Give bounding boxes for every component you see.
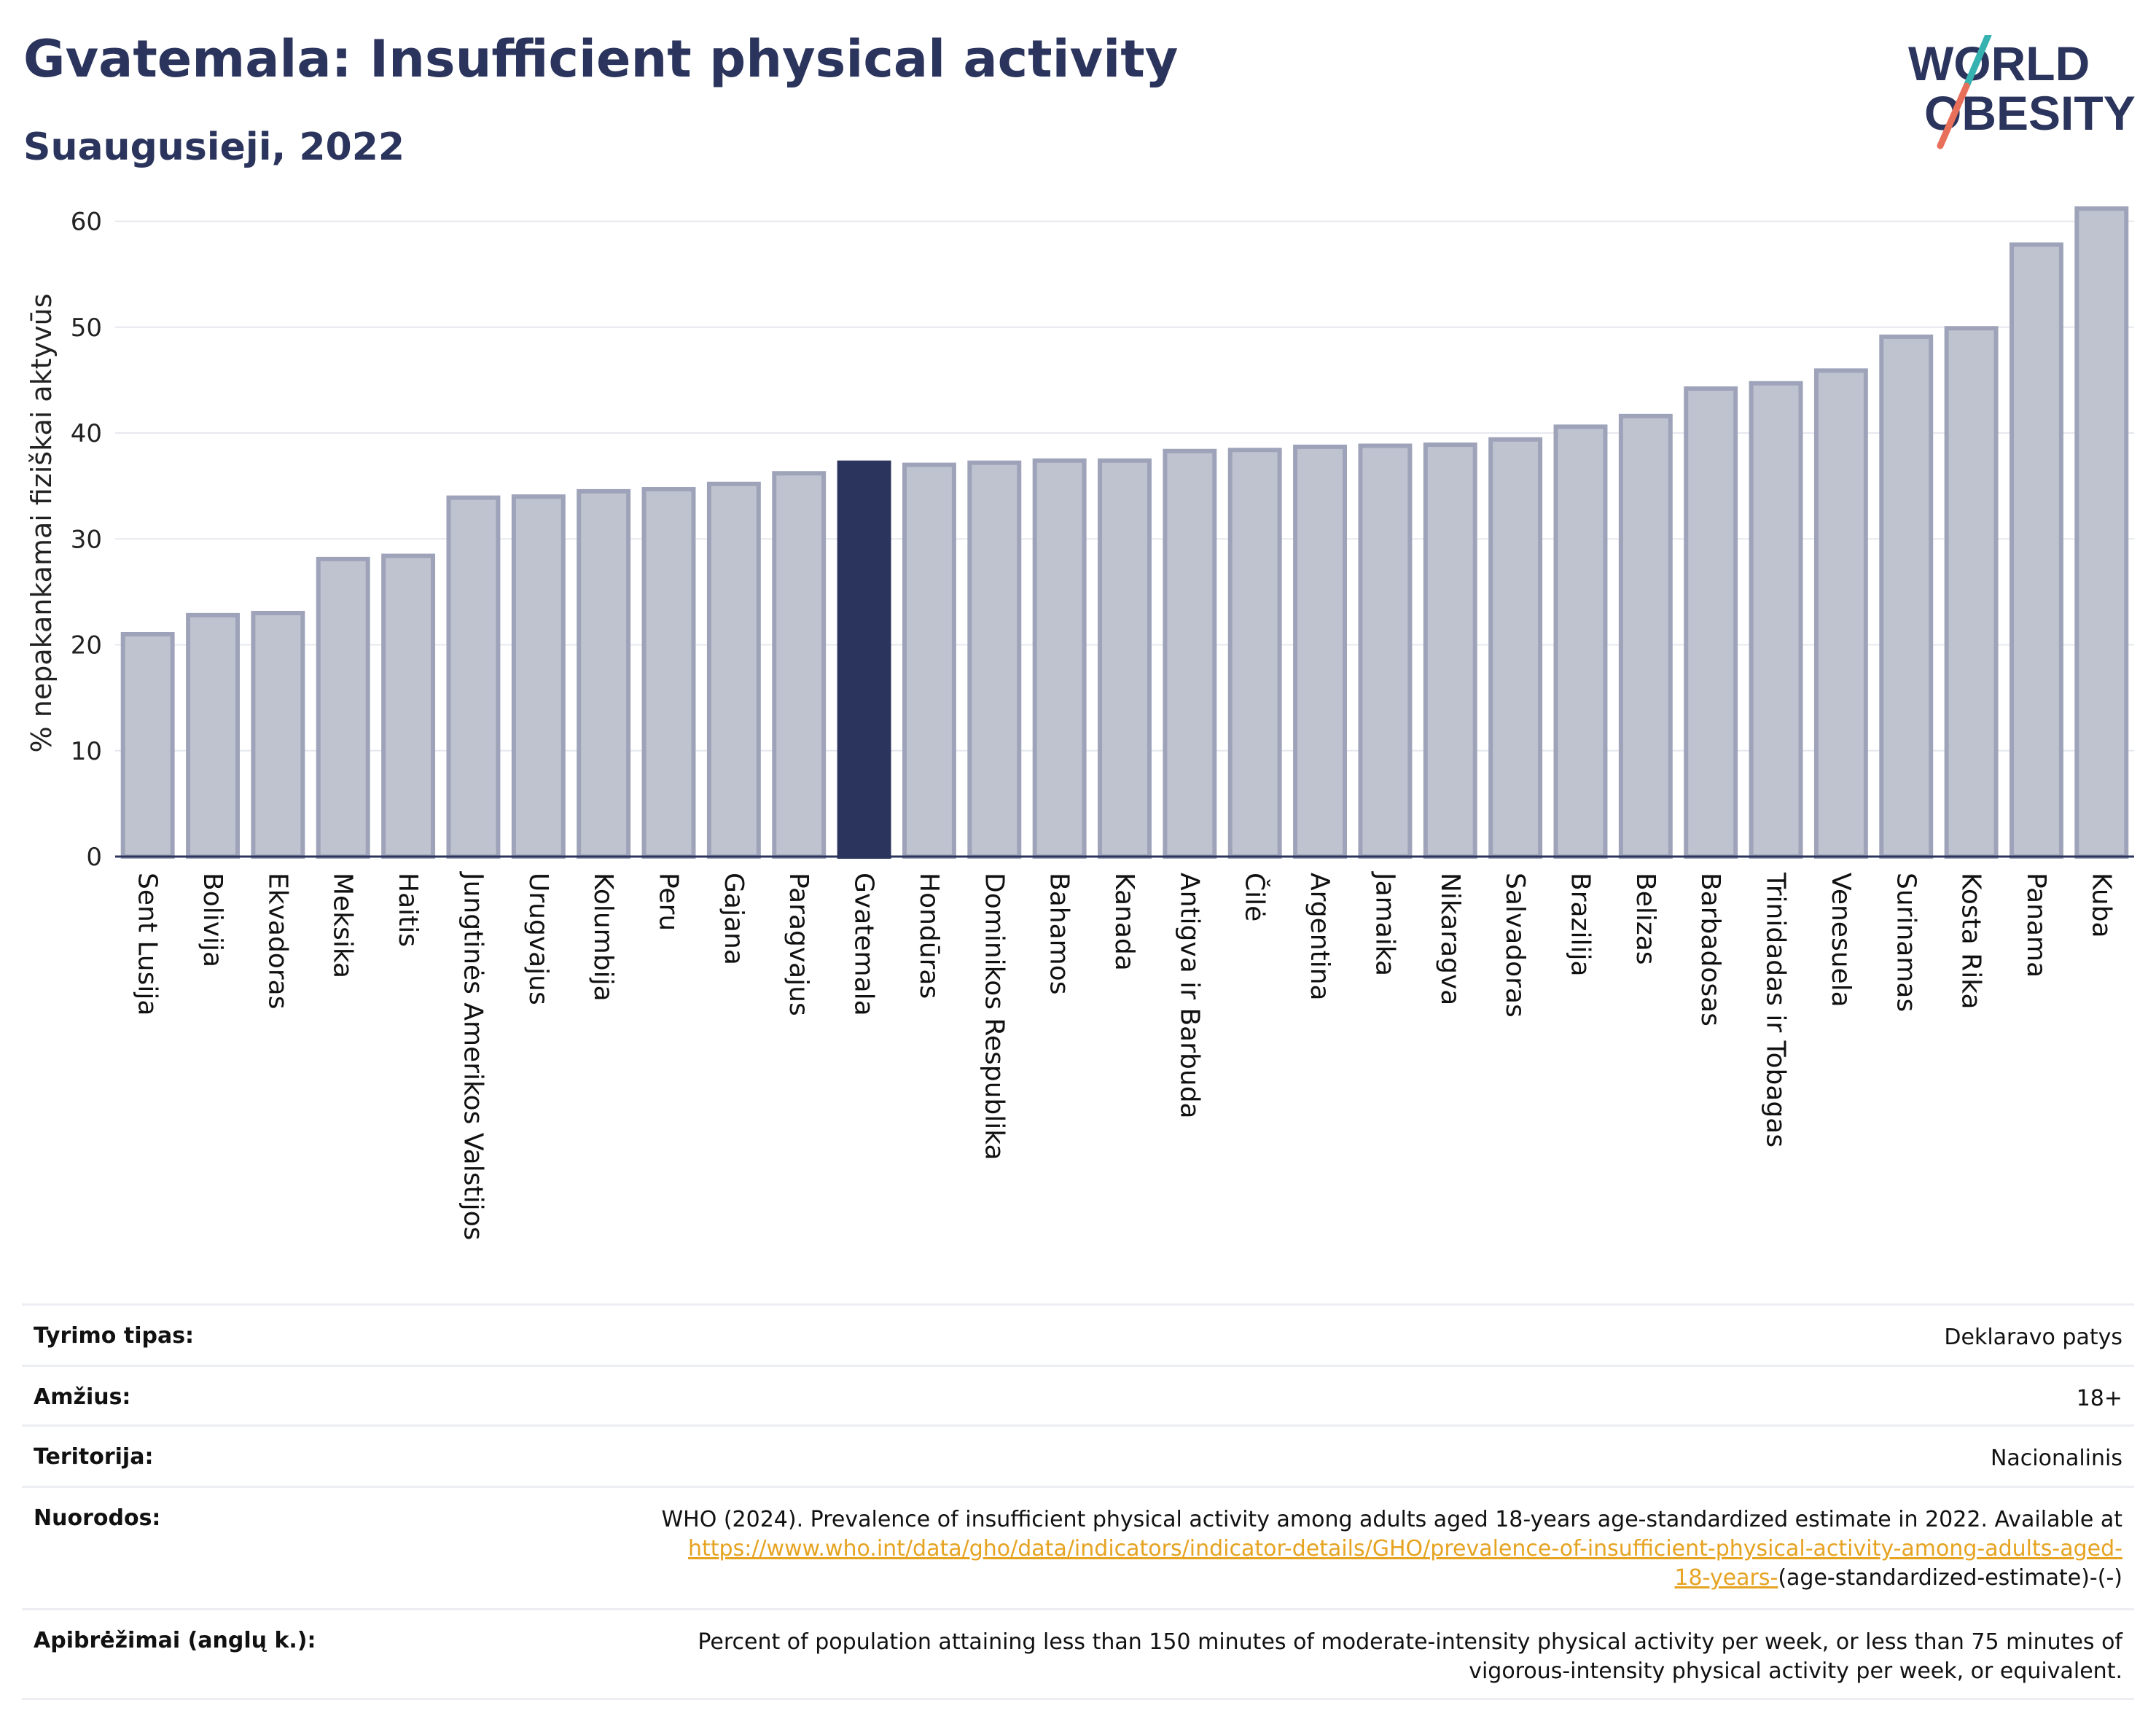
references-value: WHO (2024). Prevalence of insufficient p… <box>661 1488 2134 1593</box>
references-text: WHO (2024). Prevalence of insufficient p… <box>661 1507 2122 1532</box>
bar <box>1488 437 1543 859</box>
bar <box>641 487 696 859</box>
details-row-age: Amžius: 18+ <box>22 1365 2134 1424</box>
details-row-survey-type: Tyrimo tipas: Deklaravo patys <box>22 1303 2134 1365</box>
bar <box>1293 444 1348 859</box>
x-tick-label: Jamaika <box>1370 871 1399 976</box>
y-tick-label: 50 <box>71 313 102 343</box>
details-label: Tyrimo tipas: <box>34 1323 195 1349</box>
details-value: Nacionalinis <box>1990 1446 2122 1471</box>
bar <box>967 460 1022 859</box>
x-tick-label: Barbadosas <box>1695 873 1725 1026</box>
x-tick-label: Peru <box>654 873 684 931</box>
details-row-territory: Teritorija: Nacionalinis <box>22 1424 2134 1486</box>
x-tick-label: Paragvajus <box>784 873 813 1016</box>
bar <box>1553 424 1608 859</box>
x-tick-label: Kuba <box>2086 873 2116 938</box>
bar <box>1618 413 1673 859</box>
x-tick-label: Ekvadoras <box>262 873 292 1009</box>
bar <box>577 488 631 859</box>
bar <box>1163 448 1217 859</box>
x-tick-label: Venesuela <box>1826 873 1856 1007</box>
x-tick-label: Kanada <box>1109 873 1139 971</box>
details-value: 18+ <box>2076 1386 2122 1411</box>
bar <box>1749 381 1803 859</box>
y-tick-label: 60 <box>71 208 102 237</box>
logo-slash-top <box>1963 35 1992 90</box>
x-tick-label: Kolumbija <box>588 873 618 1002</box>
bar <box>1944 326 1999 859</box>
bar <box>1032 458 1087 859</box>
x-tick-label: Gvatemala <box>849 873 879 1016</box>
bar-chart: 0 10 20 30 40 50 60 % nepakankamai fiziškai akt… <box>26 206 2134 1240</box>
world-obesity-logo[interactable]: WORLD OBESITY <box>1895 35 2136 166</box>
details-row-references: Nuorodos: WHO (2024). Prevalence of insu… <box>22 1486 2134 1608</box>
x-tick-label: Dominikos Respublika <box>979 873 1009 1161</box>
x-tick-label: Bahamos <box>1044 873 1074 994</box>
x-tick-label: Belizas <box>1630 873 1660 965</box>
bar <box>316 556 370 859</box>
x-tick-label: Bolivija <box>198 873 227 967</box>
definitions-line-1: Percent of population attaining less tha… <box>698 1629 2122 1655</box>
references-link-continued[interactable]: 18-years- <box>1674 1565 1778 1591</box>
x-tick-label: Argentina <box>1305 873 1335 1001</box>
details-label: Amžius: <box>34 1384 131 1410</box>
bar <box>1684 386 1738 859</box>
bar <box>446 495 501 859</box>
details-label: Nuorodos: <box>34 1505 161 1531</box>
bar <box>837 460 891 859</box>
y-tick-label: 20 <box>71 631 102 660</box>
page-subtitle: Suaugusieji, 2022 <box>23 125 405 169</box>
details-row-definitions: Apibrėžimai (anglų k.): Percent of popul… <box>22 1608 2134 1700</box>
bar <box>1813 368 1868 859</box>
references-link[interactable]: https://www.who.int/data/gho/data/indica… <box>688 1536 2122 1562</box>
page-title: Gvatemala: Insufficient physical activit… <box>23 29 1179 89</box>
bar <box>381 553 436 859</box>
details-value: Deklaravo patys <box>1944 1325 2122 1350</box>
details-label: Teritorija: <box>34 1444 154 1470</box>
logo-slash-bottom <box>1937 82 1970 149</box>
x-tick-label: Sent Lusija <box>133 873 163 1015</box>
bar <box>251 610 305 859</box>
x-tick-label: Surinamas <box>1891 873 1921 1012</box>
x-tick-label: Haitis <box>393 873 423 947</box>
y-tick-label: 30 <box>71 525 102 554</box>
definitions-line-2: vigorous-intensity physical activity per… <box>1469 1658 2122 1684</box>
x-tick-label: Brazilija <box>1565 873 1595 977</box>
details-label: Apibrėžimai (anglų k.): <box>34 1628 316 1653</box>
logo-line-1: WORLD <box>1908 36 2090 90</box>
x-tick-label: Meksika <box>328 873 358 978</box>
bar <box>511 494 566 859</box>
y-tick-label: 40 <box>71 419 102 448</box>
bar <box>772 471 827 859</box>
bar <box>1879 334 1934 859</box>
y-axis-label: % nepakankamai fiziškai aktyvūs <box>26 294 58 753</box>
bar <box>1227 448 1282 859</box>
bar <box>1423 442 1477 859</box>
definitions-value: Percent of population attaining less tha… <box>698 1610 2134 1686</box>
x-tick-label: Čilė <box>1240 873 1270 921</box>
y-tick-label: 0 <box>86 843 102 872</box>
x-tick-label: Urugvajus <box>523 873 553 1005</box>
references-suffix: (age-standardized-estimate)-(-) <box>1778 1565 2122 1591</box>
details-table: Tyrimo tipas: Deklaravo patys Amžius: 18… <box>22 1303 2134 1700</box>
x-tick-label: Antigva ir Barbuda <box>1174 873 1204 1119</box>
x-tick-label: Gajana <box>719 873 749 965</box>
x-tick-label: Salvadoras <box>1500 873 1530 1018</box>
bar <box>902 462 956 859</box>
x-tick-label: Jungtinės Amerikos Valstijos <box>458 871 488 1240</box>
bar <box>706 481 761 859</box>
y-tick-label: 10 <box>71 737 102 766</box>
x-tick-label: Trinidadas ir Tobagas <box>1761 872 1791 1147</box>
bar <box>2009 242 2063 859</box>
bar <box>2074 206 2129 859</box>
x-tick-label: Nikaragva <box>1435 873 1465 1005</box>
x-tick-label: Hondūras <box>914 873 944 999</box>
x-tick-label: Panama <box>2021 873 2051 978</box>
bar <box>120 632 175 859</box>
bar <box>1098 458 1152 859</box>
x-tick-label: Kosta Rika <box>1956 873 1986 1010</box>
bar <box>1358 443 1413 859</box>
bar <box>186 612 240 859</box>
